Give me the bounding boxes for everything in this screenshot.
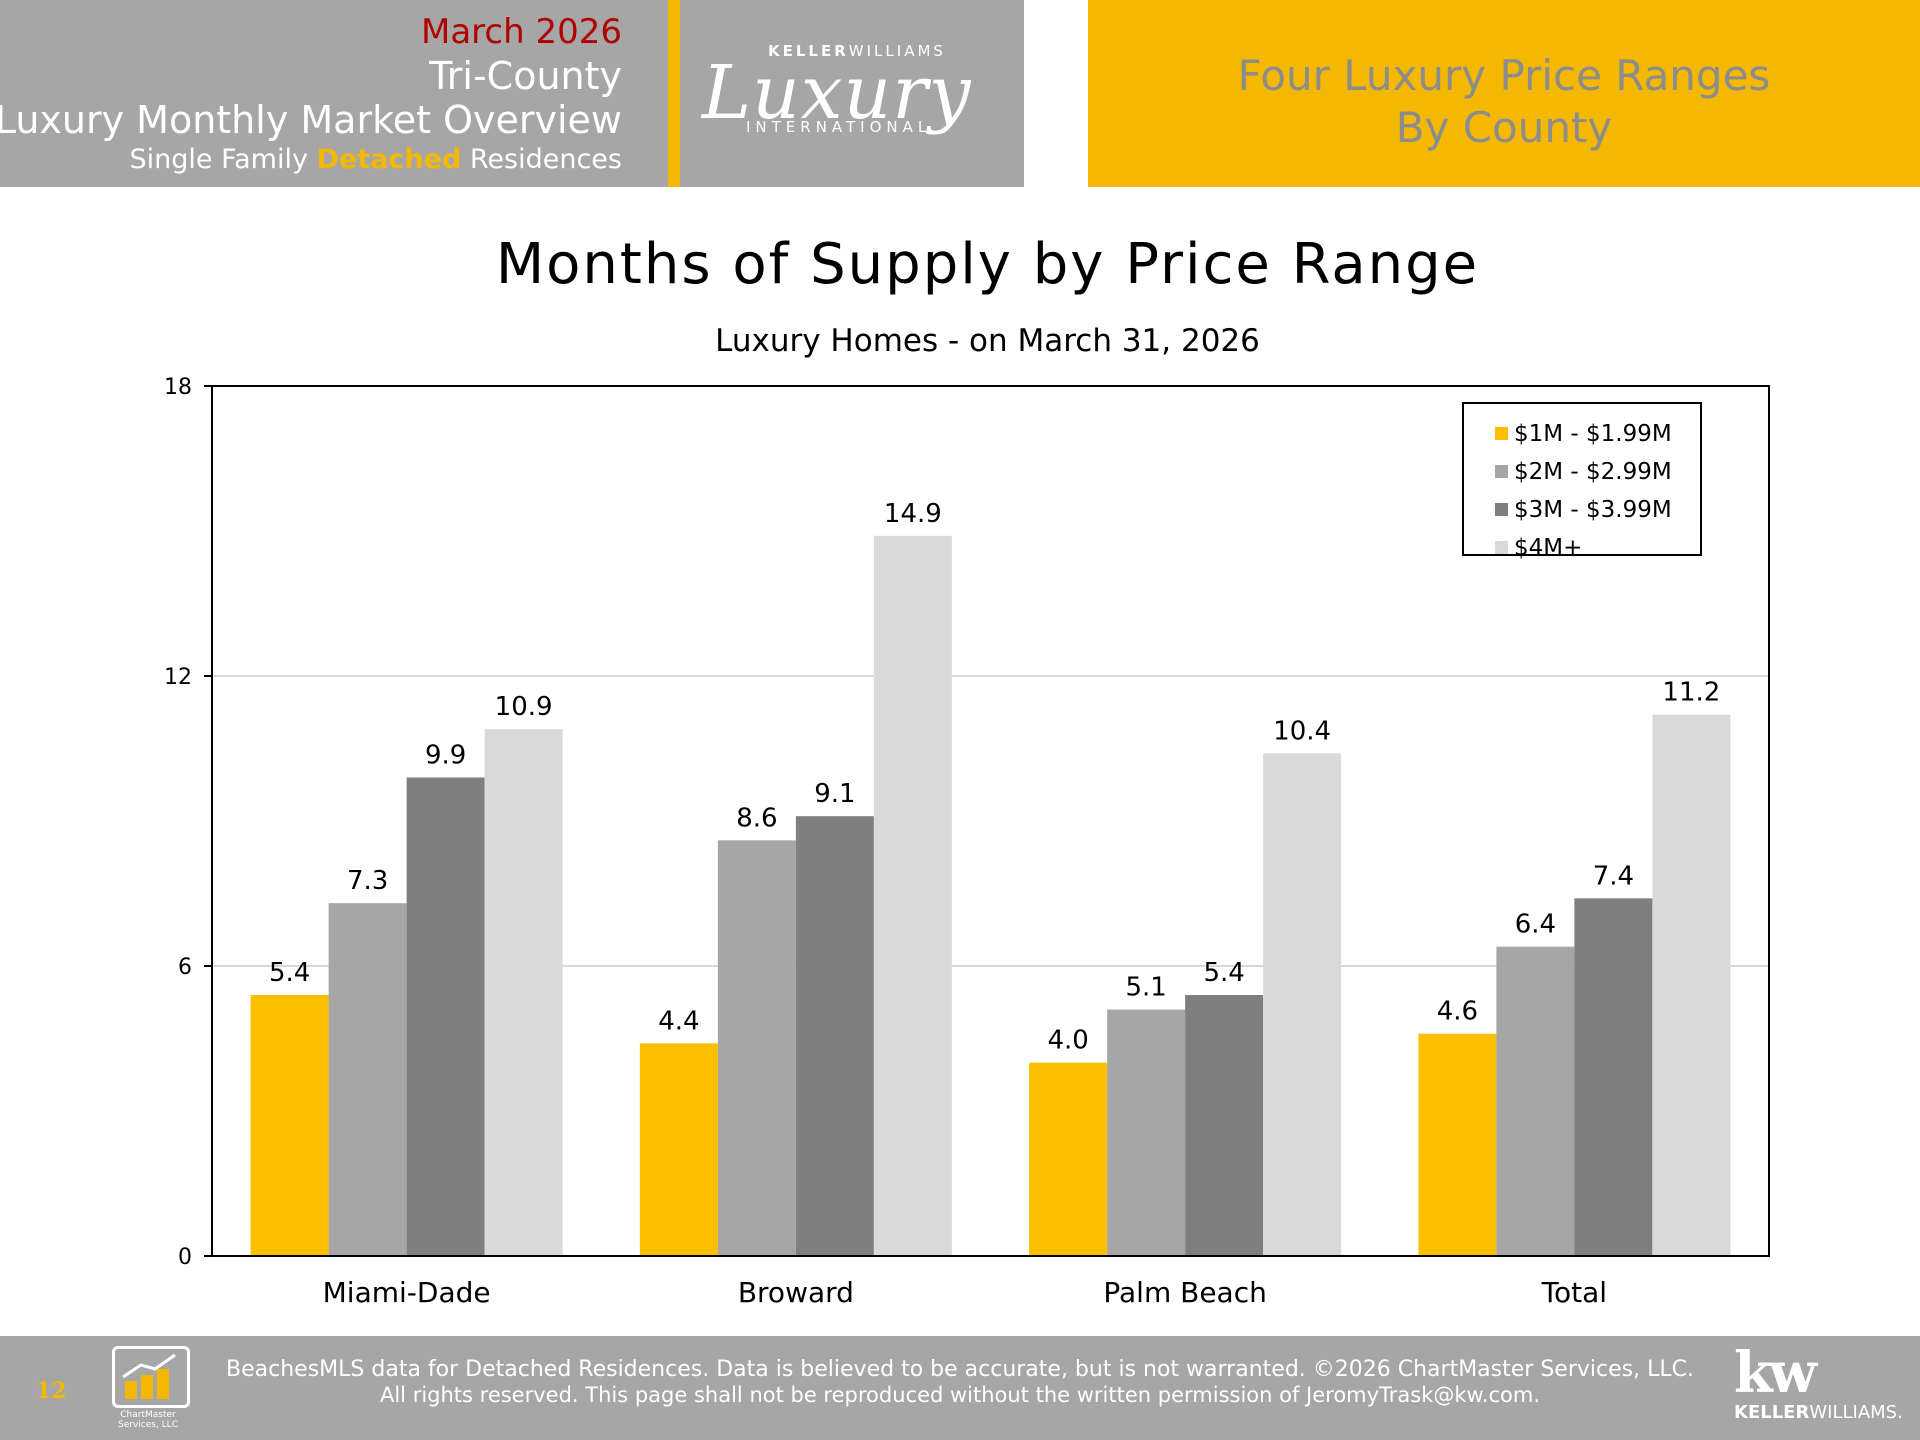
data-label: 14.9	[884, 499, 942, 529]
data-label: 5.1	[1125, 973, 1166, 1003]
legend-label: $2M - $2.99M	[1514, 459, 1672, 485]
bar	[1652, 714, 1731, 1256]
months-of-supply-chart: 0 6 12 18 5.4 7.3 9.9 10.9 Miami-Dade 4.4 8.6 9.1 14…	[164, 375, 1770, 1309]
chart-subtitle: Luxury Homes - on March 31, 2026	[715, 323, 1260, 359]
bar	[1496, 946, 1575, 1256]
y-tick-label: 0	[178, 1245, 192, 1270]
report-subtitle: Single Family Detached Residences	[130, 144, 623, 175]
category-label: Broward	[738, 1276, 854, 1309]
legend-swatch	[1495, 541, 1508, 554]
plot-frame	[211, 385, 1770, 1257]
luxury-logo-international: INTERNATIONAL	[746, 118, 932, 136]
header-right-panel	[1088, 0, 1920, 187]
chart-title: Months of Supply by Price Range	[495, 232, 1480, 297]
data-label: 5.4	[1203, 958, 1244, 988]
chartmaster-logo-text: ChartMaster Services, LLC	[118, 1410, 178, 1430]
legend-label: $4M+	[1514, 535, 1582, 561]
data-label: 5.4	[269, 958, 310, 988]
section-heading-line2: By County	[1395, 103, 1613, 152]
bar	[328, 903, 407, 1256]
luxury-logo-script: Luxury	[702, 50, 972, 136]
page-number: 12	[36, 1378, 67, 1404]
footer-disclaimer-line1: BeachesMLS data for Detached Residences.…	[226, 1357, 1694, 1382]
bar	[406, 777, 485, 1256]
data-label: 9.9	[425, 741, 466, 771]
subtitle-prefix: Single Family	[129, 144, 308, 175]
bar	[873, 535, 952, 1256]
legend-label: $3M - $3.99M	[1514, 497, 1672, 523]
y-tick-label: 12	[164, 665, 192, 690]
y-tick-label: 18	[164, 375, 192, 400]
footer-disclaimer-line2: All rights reserved. This page shall not…	[379, 1383, 1541, 1407]
report-title: Luxury Monthly Market Overview	[0, 98, 622, 142]
bar	[484, 729, 563, 1256]
header-gold-divider	[668, 0, 680, 187]
y-tick-label: 6	[178, 955, 192, 980]
data-label: 11.2	[1662, 678, 1720, 708]
data-label: 7.4	[1593, 861, 1634, 891]
report-region: Tri-County	[429, 54, 622, 98]
category-label: Palm Beach	[1103, 1276, 1266, 1309]
bar	[1574, 898, 1653, 1256]
bar	[1107, 1009, 1186, 1256]
data-label: 8.6	[736, 803, 777, 833]
bar	[639, 1043, 718, 1256]
chartmaster-logo-icon	[112, 1346, 190, 1408]
report-month: March 2026	[421, 12, 622, 52]
footer-bar	[0, 1336, 1920, 1440]
section-heading-line1: Four Luxury Price Ranges	[1237, 51, 1771, 100]
bar	[1263, 753, 1342, 1256]
kw-logo-name: KELLERWILLIAMS.	[1734, 1402, 1903, 1423]
section-heading: Four Luxury Price Ranges By County	[1088, 50, 1920, 154]
legend-swatch	[1495, 503, 1508, 516]
bar	[717, 840, 796, 1256]
subtitle-highlight: Detached	[316, 144, 462, 175]
data-label: 4.6	[1437, 997, 1478, 1027]
kw-logo-mark: kw	[1734, 1340, 1817, 1406]
data-label: 10.4	[1273, 716, 1331, 746]
luxury-logo-brand: KELLERWILLIAMS	[768, 42, 946, 60]
bar	[795, 816, 874, 1256]
bar	[1185, 995, 1264, 1256]
data-label: 9.1	[814, 779, 855, 809]
category-label: Total	[1541, 1276, 1607, 1309]
data-label: 10.9	[495, 692, 553, 722]
header-logo-panel	[680, 0, 1024, 187]
data-label: 4.4	[658, 1006, 699, 1036]
legend-swatch	[1495, 465, 1508, 478]
data-label: 6.4	[1515, 910, 1556, 940]
bar	[250, 995, 329, 1256]
header-left-panel	[0, 0, 668, 187]
legend-swatch	[1495, 427, 1508, 440]
category-label: Miami-Dade	[323, 1276, 491, 1309]
data-label: 4.0	[1047, 1026, 1088, 1056]
legend-label: $1M - $1.99M	[1514, 421, 1672, 447]
bar	[1418, 1033, 1497, 1256]
subtitle-suffix: Residences	[469, 144, 622, 175]
bar	[1029, 1062, 1108, 1256]
data-label: 7.3	[347, 866, 388, 896]
